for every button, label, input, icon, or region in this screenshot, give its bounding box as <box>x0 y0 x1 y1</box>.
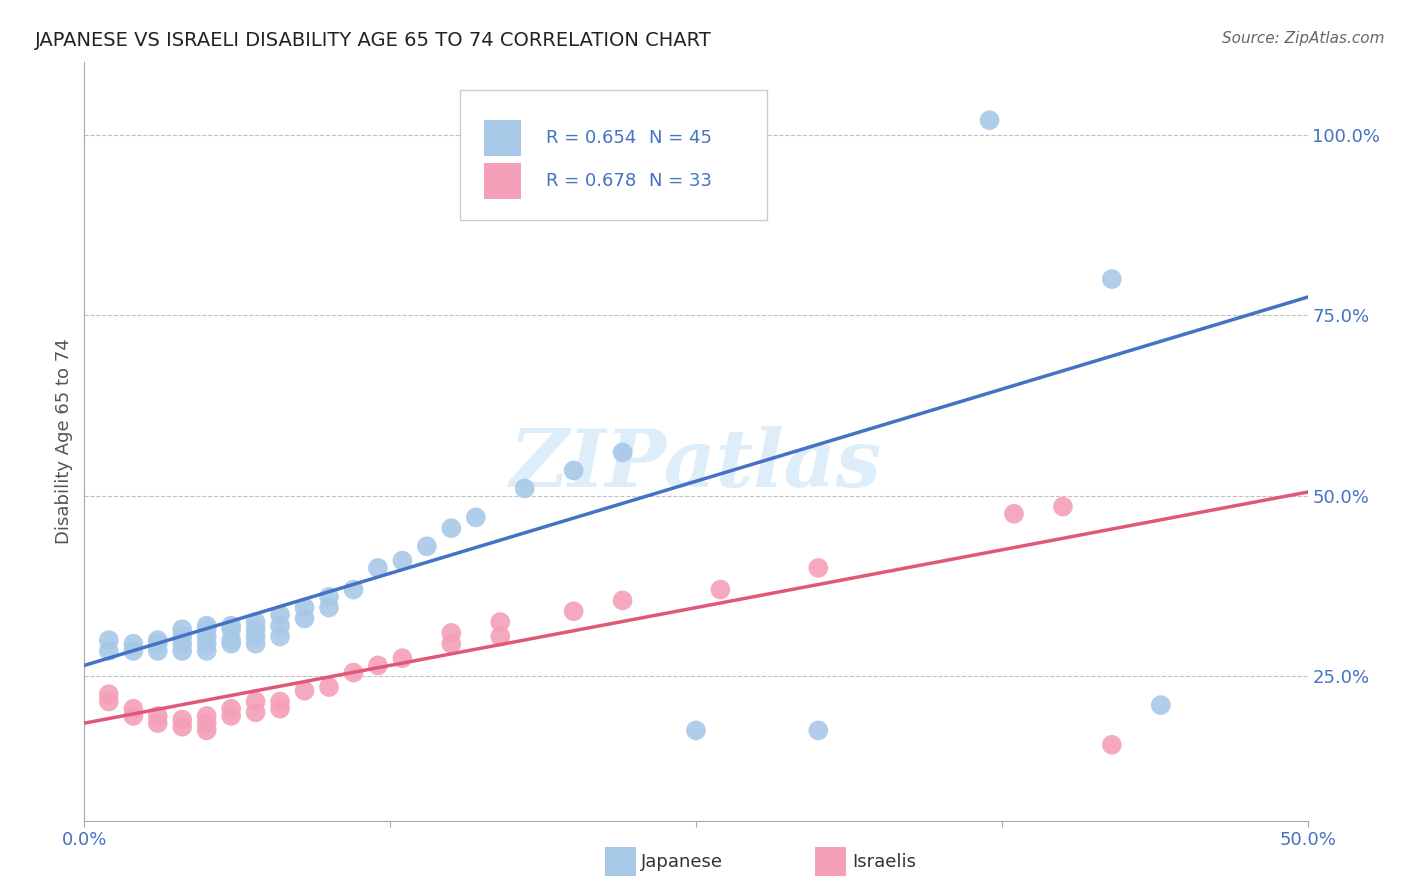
Point <box>269 630 291 644</box>
Point <box>807 723 830 738</box>
Point <box>1101 272 1123 286</box>
Point <box>294 683 316 698</box>
Text: N = 45: N = 45 <box>650 129 713 147</box>
Point <box>122 702 145 716</box>
Point <box>489 615 512 629</box>
Point <box>219 618 242 632</box>
Point <box>219 709 242 723</box>
Point <box>269 618 291 632</box>
Point <box>172 630 194 644</box>
Point <box>195 622 218 636</box>
Point <box>195 716 218 731</box>
Point <box>195 618 218 632</box>
Text: Source: ZipAtlas.com: Source: ZipAtlas.com <box>1222 31 1385 46</box>
Point <box>440 521 463 535</box>
Point <box>391 651 413 665</box>
Point <box>612 593 634 607</box>
Point <box>440 637 463 651</box>
Point <box>269 607 291 622</box>
Text: JAPANESE VS ISRAELI DISABILITY AGE 65 TO 74 CORRELATION CHART: JAPANESE VS ISRAELI DISABILITY AGE 65 TO… <box>35 30 713 50</box>
Point <box>318 590 340 604</box>
Point <box>342 582 364 597</box>
Point <box>1150 698 1173 712</box>
Point <box>245 637 267 651</box>
Point <box>342 665 364 680</box>
Point <box>367 561 389 575</box>
Text: Israelis: Israelis <box>852 853 917 871</box>
Point <box>367 658 389 673</box>
FancyBboxPatch shape <box>484 120 522 156</box>
Point <box>612 445 634 459</box>
Point <box>245 630 267 644</box>
Text: N = 33: N = 33 <box>650 172 713 190</box>
Point <box>1002 507 1025 521</box>
Point <box>219 637 242 651</box>
Point <box>979 113 1001 128</box>
Point <box>269 702 291 716</box>
Point <box>195 644 218 658</box>
Point <box>562 463 585 477</box>
Point <box>172 637 194 651</box>
Point <box>172 622 194 636</box>
Point <box>709 582 731 597</box>
Point <box>195 723 218 738</box>
Point <box>269 694 291 708</box>
Point <box>97 644 120 658</box>
Point <box>146 644 169 658</box>
Point <box>685 723 707 738</box>
Y-axis label: Disability Age 65 to 74: Disability Age 65 to 74 <box>55 339 73 544</box>
Point <box>318 600 340 615</box>
Point <box>146 637 169 651</box>
Point <box>122 709 145 723</box>
Point <box>146 716 169 731</box>
Point <box>245 706 267 720</box>
Point <box>440 626 463 640</box>
Point <box>1101 738 1123 752</box>
Point <box>807 561 830 575</box>
Text: R = 0.654: R = 0.654 <box>546 129 636 147</box>
Point <box>219 702 242 716</box>
Text: Japanese: Japanese <box>641 853 723 871</box>
Point <box>513 482 536 496</box>
Point <box>391 554 413 568</box>
Point <box>172 644 194 658</box>
Point <box>97 687 120 701</box>
Point <box>172 713 194 727</box>
Point <box>146 709 169 723</box>
FancyBboxPatch shape <box>460 90 766 220</box>
Point <box>97 694 120 708</box>
Point <box>464 510 486 524</box>
Point <box>122 637 145 651</box>
Point <box>318 680 340 694</box>
Text: ZIPatlas: ZIPatlas <box>510 425 882 503</box>
Point <box>294 600 316 615</box>
Point <box>219 633 242 648</box>
Point <box>562 604 585 618</box>
Point <box>245 694 267 708</box>
Point <box>195 709 218 723</box>
Point <box>195 637 218 651</box>
Point <box>146 633 169 648</box>
FancyBboxPatch shape <box>484 162 522 199</box>
Point <box>416 539 439 553</box>
Text: R = 0.678: R = 0.678 <box>546 172 636 190</box>
Point <box>122 644 145 658</box>
Point <box>195 630 218 644</box>
Point <box>219 622 242 636</box>
Point <box>97 633 120 648</box>
Point <box>294 611 316 625</box>
Point <box>1052 500 1074 514</box>
Point <box>172 720 194 734</box>
Point <box>245 622 267 636</box>
Point <box>489 630 512 644</box>
Point <box>245 615 267 629</box>
